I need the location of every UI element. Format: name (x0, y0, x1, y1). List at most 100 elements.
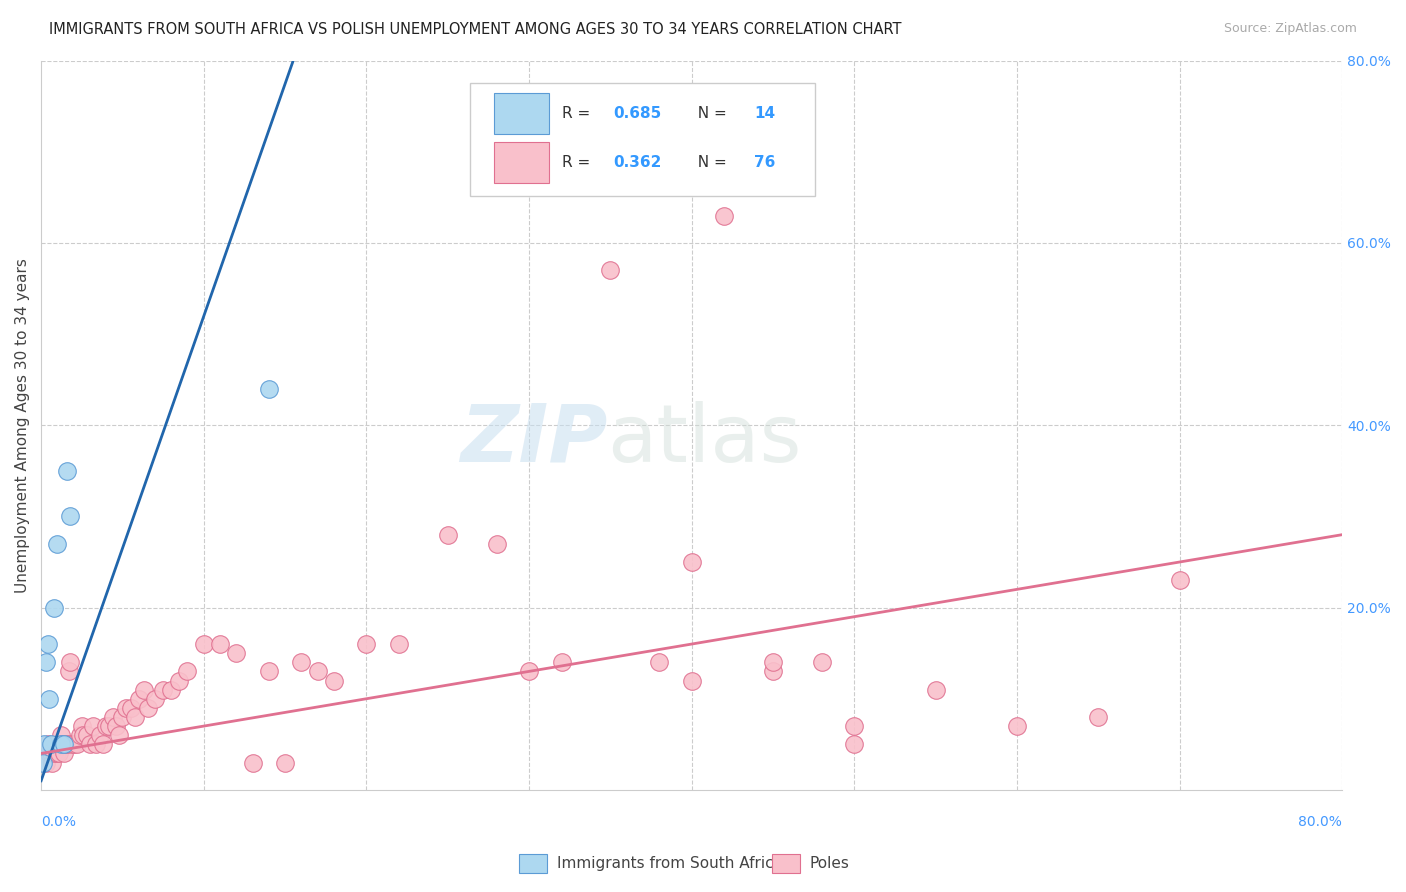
Point (46, 537, 69, 551)
Point (1168, 573, 1191, 587)
Point (104, 719, 127, 733)
Point (762, 655, 785, 669)
Point (138, 701, 160, 715)
Point (550, 655, 572, 669)
Point (257, 382, 280, 396)
Point (274, 756, 297, 770)
Point (225, 646, 247, 660)
Point (38, 691, 60, 706)
Point (48, 747, 70, 761)
Point (143, 691, 166, 706)
Point (37, 637, 59, 651)
Point (681, 673, 703, 688)
Point (59, 655, 82, 669)
Point (290, 655, 312, 669)
Point (356, 637, 378, 651)
Text: Source: ZipAtlas.com: Source: ZipAtlas.com (1223, 22, 1357, 36)
Point (38, 747, 60, 761)
Point (120, 701, 142, 715)
Text: N =: N = (688, 155, 731, 170)
Point (62, 737, 84, 751)
Point (49, 737, 72, 751)
Text: R =: R = (561, 155, 595, 170)
Point (69, 728, 91, 742)
Text: 14: 14 (754, 106, 775, 121)
Point (58, 665, 80, 679)
Text: N =: N = (688, 106, 731, 121)
Point (37, 737, 59, 751)
Text: ZIP: ZIP (460, 401, 607, 479)
Point (89, 728, 111, 742)
Point (485, 537, 508, 551)
Point (713, 209, 735, 223)
Point (242, 756, 264, 770)
Point (844, 737, 866, 751)
Point (45, 737, 67, 751)
Text: 80.0%: 80.0% (1298, 815, 1343, 830)
Point (132, 682, 155, 697)
Point (72, 728, 94, 742)
Point (101, 710, 124, 724)
Point (41, 756, 63, 770)
Point (208, 637, 231, 651)
Point (56, 464, 79, 478)
Text: atlas: atlas (607, 401, 801, 479)
Point (388, 637, 411, 651)
Point (52, 737, 75, 751)
FancyBboxPatch shape (494, 94, 548, 135)
Point (76, 728, 98, 742)
Text: Immigrants from South Africa: Immigrants from South Africa (557, 856, 783, 871)
Text: Poles: Poles (810, 856, 849, 871)
Point (51, 737, 73, 751)
Point (91, 737, 114, 751)
Text: 0.0%: 0.0% (41, 815, 76, 830)
Point (66, 737, 89, 751)
Point (307, 665, 329, 679)
Point (176, 665, 198, 679)
Text: R =: R = (561, 106, 595, 121)
Text: 76: 76 (754, 155, 776, 170)
Point (52, 747, 75, 761)
FancyBboxPatch shape (494, 143, 548, 183)
Y-axis label: Unemployment Among Ages 30 to 34 years: Unemployment Among Ages 30 to 34 years (15, 258, 30, 592)
Point (128, 691, 150, 706)
Point (35, 756, 58, 770)
FancyBboxPatch shape (471, 83, 815, 195)
Point (160, 682, 183, 697)
Point (124, 710, 146, 724)
Point (924, 682, 946, 697)
Point (108, 728, 131, 742)
Point (152, 682, 174, 697)
Point (844, 719, 866, 733)
Point (79, 737, 101, 751)
Point (82, 719, 104, 733)
Point (49, 728, 72, 742)
Point (42, 747, 65, 761)
Point (60, 737, 83, 751)
Point (42, 600, 65, 615)
Point (648, 655, 671, 669)
Point (56, 737, 79, 751)
Point (322, 673, 344, 688)
Point (681, 555, 703, 569)
Point (70, 719, 93, 733)
Point (810, 655, 832, 669)
Point (39, 747, 62, 761)
Point (193, 637, 215, 651)
Point (34, 737, 56, 751)
Point (31, 747, 53, 761)
Text: 0.362: 0.362 (613, 155, 662, 170)
Point (39, 737, 62, 751)
Point (46, 747, 69, 761)
Point (31, 756, 53, 770)
Point (86, 737, 108, 751)
Point (517, 665, 540, 679)
Point (169, 673, 191, 688)
Point (1087, 710, 1109, 724)
Point (1005, 719, 1028, 733)
Point (96, 719, 118, 733)
Point (35, 655, 58, 669)
Point (111, 710, 134, 724)
Point (257, 665, 280, 679)
Point (436, 527, 458, 541)
